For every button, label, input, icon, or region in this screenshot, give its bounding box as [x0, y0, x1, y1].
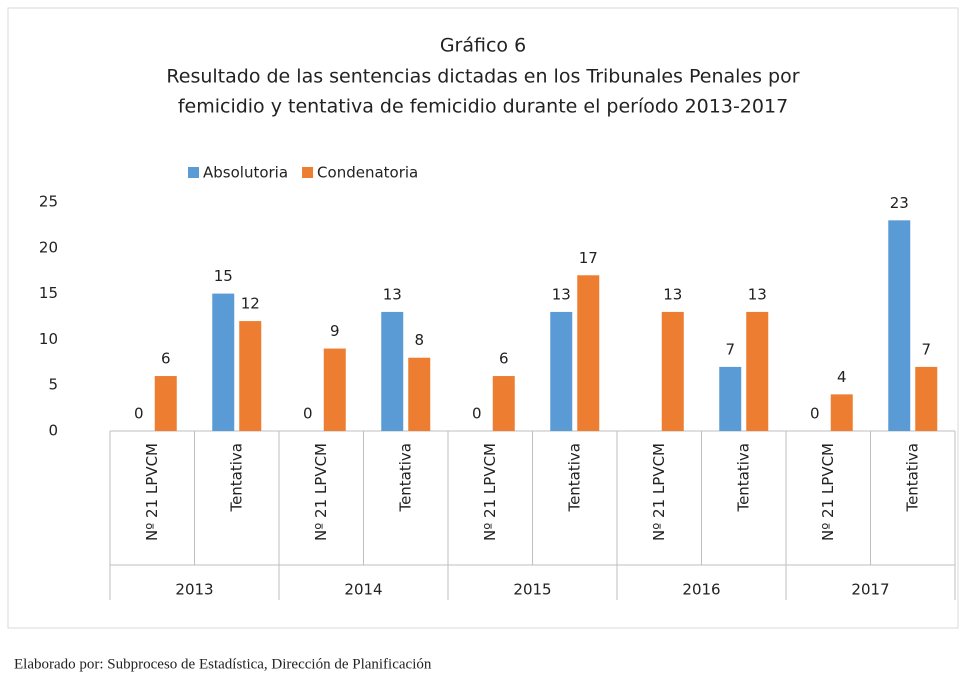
- bar: [239, 321, 262, 431]
- data-label: 0: [472, 405, 482, 423]
- y-tick-label: 10: [39, 330, 58, 348]
- bar: [408, 357, 431, 431]
- bar: [915, 366, 938, 431]
- chart-subtitle: Resultado de las sentencias dictadas en …: [166, 66, 799, 88]
- data-label: 0: [134, 405, 144, 423]
- legend-label: Absolutoria: [203, 164, 288, 182]
- x-tick-label: Nº 21 LPVCM: [650, 443, 668, 541]
- bar: [719, 366, 742, 431]
- x-tick-label: Tentativa: [565, 443, 583, 513]
- bar: [154, 376, 177, 431]
- chart-subtitle: femicidio y tentativa de femicidio duran…: [178, 96, 788, 118]
- bar: [888, 220, 911, 431]
- group-label: 2016: [682, 581, 720, 599]
- bar: [661, 311, 684, 431]
- group-label: 2017: [851, 581, 889, 599]
- data-label: 6: [499, 350, 509, 368]
- data-label: 15: [214, 267, 233, 285]
- x-tick-label: Tentativa: [396, 443, 414, 513]
- data-label: 7: [725, 340, 735, 358]
- bar: [212, 293, 235, 431]
- legend-label: Condenatoria: [317, 164, 418, 182]
- x-tick-label: Nº 21 LPVCM: [819, 443, 837, 541]
- data-label: 12: [241, 295, 260, 313]
- data-label: 13: [748, 285, 767, 303]
- source-note: Elaborado por: Subproceso de Estadística…: [14, 656, 432, 672]
- y-tick-label: 15: [39, 284, 58, 302]
- data-label: 23: [890, 194, 909, 212]
- x-tick-label: Nº 21 LPVCM: [481, 443, 499, 541]
- x-tick-label: Tentativa: [227, 443, 245, 513]
- chart-frame: [7, 7, 959, 629]
- bar: [323, 348, 346, 431]
- bar: [830, 394, 853, 431]
- group-label: 2015: [513, 581, 551, 599]
- group-label: 2013: [175, 581, 213, 599]
- data-label: 17: [579, 249, 598, 267]
- data-label: 0: [810, 405, 820, 423]
- legend-swatch: [302, 167, 314, 178]
- legend-swatch: [188, 167, 199, 178]
- data-label: 6: [161, 350, 171, 368]
- y-tick-label: 5: [48, 376, 58, 394]
- bar: [381, 311, 404, 431]
- y-tick-label: 25: [39, 193, 58, 211]
- bar: [550, 311, 573, 431]
- group-label: 2014: [344, 581, 382, 599]
- x-tick-label: Nº 21 LPVCM: [312, 443, 330, 541]
- data-label: 13: [552, 285, 571, 303]
- data-label: 0: [303, 405, 313, 423]
- y-tick-label: 0: [48, 422, 58, 440]
- x-tick-label: Tentativa: [903, 443, 921, 513]
- data-label: 13: [663, 285, 682, 303]
- data-label: 4: [837, 368, 847, 386]
- data-label: 8: [414, 331, 424, 349]
- data-label: 13: [383, 285, 402, 303]
- bar: [492, 376, 515, 431]
- bar: [577, 275, 600, 431]
- x-tick-label: Nº 21 LPVCM: [143, 443, 161, 541]
- data-label: 9: [330, 322, 340, 340]
- chart-title: Gráfico 6: [440, 35, 526, 57]
- data-label: 7: [921, 340, 931, 358]
- bar: [746, 311, 769, 431]
- x-tick-label: Tentativa: [734, 443, 752, 513]
- y-tick-label: 20: [39, 238, 58, 256]
